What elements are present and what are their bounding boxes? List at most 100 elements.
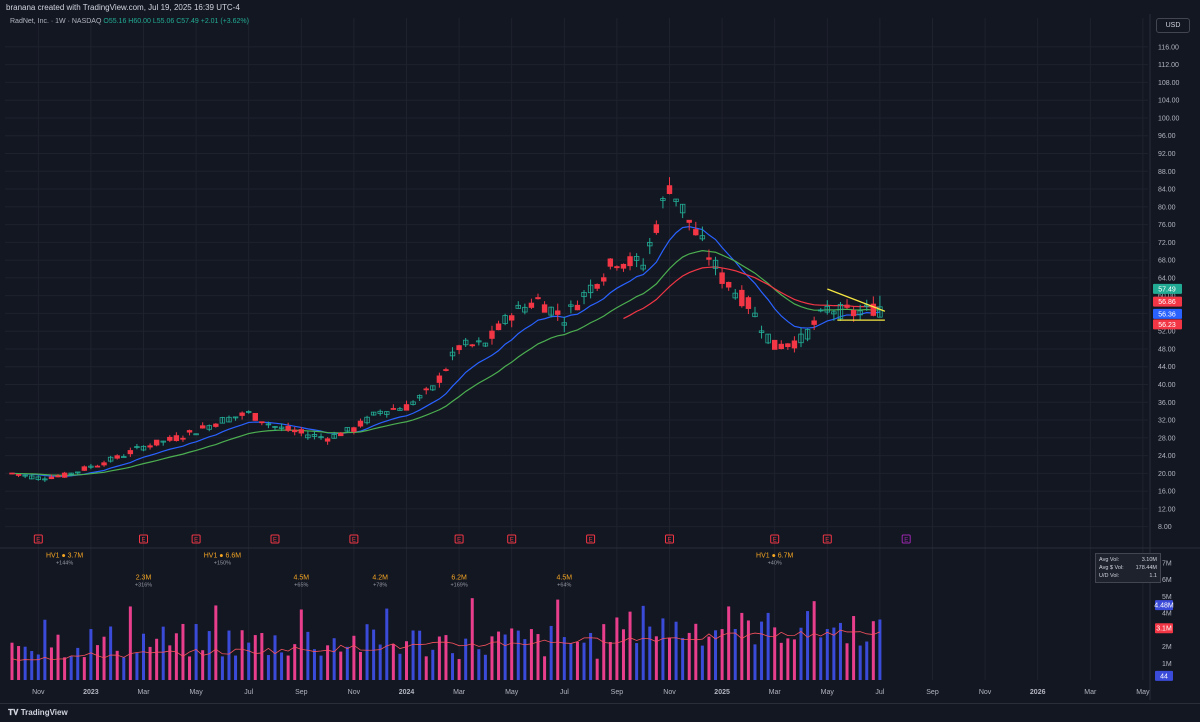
time-tick-label: 2023: [83, 689, 99, 696]
earnings-letter: E: [352, 538, 356, 544]
volume-bar: [582, 642, 586, 680]
symbol-legend: RadNet, Inc. · 1W · NASDAQ O55.16 H60.00…: [10, 18, 249, 25]
candle-body: [114, 455, 120, 459]
candle-body: [232, 416, 239, 419]
candle-body: [502, 315, 508, 324]
candle-body: [824, 305, 830, 313]
candle-body: [528, 302, 535, 308]
candle-body: [772, 339, 778, 350]
candle-body: [706, 257, 712, 260]
volume-bar: [615, 617, 619, 680]
candle-body: [620, 263, 627, 269]
price-label: 56.36: [1158, 311, 1176, 318]
candle-body: [627, 256, 633, 267]
volume-bar: [503, 634, 507, 680]
volume-tick-label: 5M: [1162, 594, 1172, 601]
candle-body: [81, 466, 88, 471]
stat-avg-dollar-vol: Avg $ Vol: 178.44M: [1099, 564, 1157, 572]
ema-fast-line: [11, 226, 881, 477]
candle-body: [758, 330, 765, 333]
candle-body: [298, 429, 304, 434]
volume-bar: [299, 609, 303, 680]
volume-bar: [372, 629, 376, 680]
price-label-bg: [1153, 308, 1182, 319]
volume-bar: [352, 635, 356, 680]
candle-body: [239, 412, 245, 416]
candle-body: [462, 339, 469, 346]
candle-body: [811, 320, 817, 325]
time-tick-label: Nov: [979, 689, 992, 696]
candle-body: [331, 433, 337, 439]
candle-body: [561, 322, 567, 326]
volume-bar: [865, 641, 869, 680]
volume-annotation: 4.5M: [557, 575, 573, 582]
volume-bar: [589, 632, 593, 680]
time-tick-label: May: [189, 689, 203, 696]
volume-bar: [720, 629, 724, 680]
earnings-letter: E: [904, 538, 908, 544]
candle-body: [68, 472, 74, 475]
volume-bar: [648, 626, 652, 680]
volume-bar: [181, 623, 185, 680]
volume-annotation-pct: +316%: [135, 583, 152, 589]
volume-bar: [135, 652, 139, 680]
candle-body: [35, 476, 41, 480]
volume-annotation-pct: +40%: [768, 561, 782, 567]
volume-bar: [391, 644, 395, 680]
volume-label: 4.48M: [1154, 603, 1174, 610]
candle-body: [94, 465, 101, 468]
volume-bar: [641, 605, 645, 680]
volume-tick-label: 7M: [1162, 561, 1172, 568]
volume-bar: [766, 612, 770, 680]
volume-annotation-pct: +150%: [214, 561, 231, 567]
volume-annotation-pct: +144%: [56, 561, 73, 567]
time-tick-label: May: [1136, 689, 1150, 696]
currency-button[interactable]: USD: [1156, 18, 1190, 33]
candle-body: [42, 478, 48, 481]
volume-bar: [418, 630, 422, 680]
price-tick-label: 76.00: [1158, 222, 1176, 229]
volume-label-bg: [1155, 670, 1173, 681]
ohlc-high: H60.00: [128, 18, 151, 25]
volume-bar: [483, 654, 487, 680]
time-tick-label: Jul: [244, 689, 253, 696]
candle-body: [850, 309, 857, 317]
volume-annotation: HV1 ● 3.7M: [46, 553, 83, 560]
earnings-letter: E: [194, 538, 198, 544]
volume-bar: [10, 642, 14, 680]
volume-bar: [681, 637, 685, 680]
volume-bar: [556, 599, 560, 680]
price-label-bg: [1153, 283, 1182, 294]
volume-annotation: 4.2M: [372, 575, 388, 582]
candle-body: [48, 476, 55, 480]
volume-bar: [36, 654, 40, 680]
volume-bar: [30, 651, 34, 680]
candle-body: [265, 423, 272, 426]
volume-bar: [773, 627, 777, 680]
candle-body: [186, 430, 193, 433]
volume-tick-label: 1M: [1162, 661, 1172, 668]
volume-bar: [168, 645, 172, 680]
time-tick-label: 2026: [1030, 689, 1046, 696]
earnings-letter: E: [36, 538, 40, 544]
candle-body: [416, 395, 423, 399]
volume-bar: [608, 642, 612, 680]
stat-ud-vol: U/D Vol: 1.1: [1099, 572, 1157, 580]
volume-bar: [247, 642, 251, 680]
ohlc-change: +2.01 (+3.62%): [200, 18, 249, 25]
stat-avg-vol: Avg Vol: 3.10M: [1099, 556, 1157, 564]
candle-body: [61, 472, 68, 478]
volume-bar: [339, 651, 343, 680]
price-tick-label: 28.00: [1158, 435, 1176, 442]
candle-body: [778, 343, 784, 350]
candle-body: [712, 259, 719, 269]
earnings-letter: E: [510, 538, 514, 544]
time-tick-label: Sep: [611, 689, 624, 696]
price-tick-label: 12.00: [1158, 506, 1176, 513]
volume-bar: [852, 616, 856, 680]
volume-bar: [405, 641, 408, 680]
time-tick-label: Mar: [453, 689, 466, 696]
candle-body: [338, 432, 344, 437]
volume-bar: [43, 619, 47, 680]
